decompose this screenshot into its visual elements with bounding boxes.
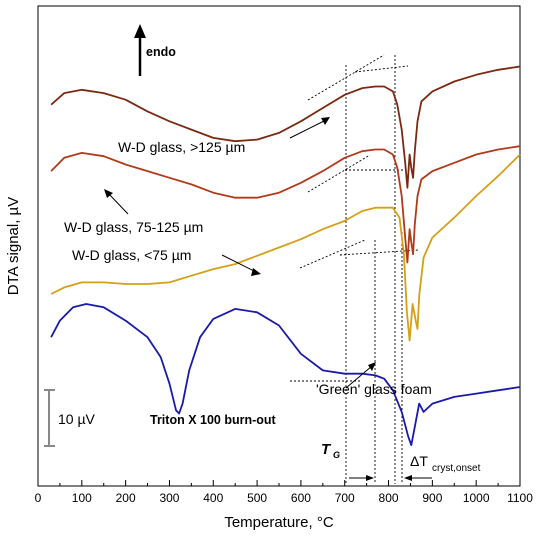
tg-label: T (321, 441, 332, 458)
scale-bar-label: 10 µV (58, 411, 96, 427)
dtcryst-annotation: ΔT cryst,onset (404, 453, 481, 481)
tangent-2a (307, 154, 371, 193)
tangent-3b (339, 249, 419, 256)
label-triton: Triton X 100 burn-out (150, 413, 277, 427)
construction-lines (290, 54, 419, 484)
x-tick-label: 500 (247, 491, 267, 505)
dtcryst-arrow-head (404, 475, 412, 481)
endo-arrow: endo (134, 24, 176, 76)
tg-arrow-head (366, 475, 374, 481)
x-tick-label: 100 (72, 491, 92, 505)
x-tick-label: 1100 (507, 491, 533, 505)
arrow-green-line (345, 365, 373, 389)
label-gt125: W-D glass, >125 µm (118, 139, 245, 155)
series-line-1 (50, 65, 521, 189)
series-group (50, 65, 521, 447)
dtcryst-label: ΔT (410, 453, 428, 469)
dtcryst-sub: cryst,onset (432, 463, 481, 474)
arrow-green-head (368, 362, 376, 371)
tg-sub: G (333, 450, 340, 460)
y-axis-title: DTA signal, µV (5, 197, 22, 295)
x-tick-label: 900 (422, 491, 442, 505)
arrow-gt125-head (321, 117, 330, 125)
tg-annotation: T G (321, 441, 374, 481)
x-ticks: 0 100 200 300 400 500 600 700 800 900 1000 1100 (35, 480, 533, 505)
x-axis-title: Temperature, °C (224, 514, 334, 531)
series-line-3 (50, 153, 521, 342)
label-green-foam: 'Green' glass foam (316, 381, 432, 397)
series-line-2 (50, 145, 521, 264)
x-tick-label: 600 (291, 491, 311, 505)
x-tick-label: 0 (35, 491, 42, 505)
plot-frame (37, 5, 521, 487)
arrow-75-125-head (104, 189, 113, 198)
x-tick-label: 700 (335, 491, 355, 505)
tangent-3a (299, 239, 366, 269)
arrow-lt75-head (251, 268, 261, 276)
x-tick-label: 300 (159, 491, 179, 505)
endo-arrow-head (134, 24, 146, 38)
tangent-1b (354, 65, 409, 73)
x-tick-label: 800 (379, 491, 399, 505)
x-tick-label: 1000 (463, 491, 490, 505)
arrow-lt75-line (221, 254, 257, 273)
label-75-125: W-D glass, 75-125 µm (64, 219, 203, 235)
tangent-1a (307, 54, 385, 101)
scale-bar: 10 µV (44, 389, 96, 447)
x-tick-label: 400 (203, 491, 223, 505)
endo-label: endo (146, 45, 176, 59)
arrow-75-125-line (107, 192, 129, 215)
series-line-4 (50, 303, 521, 447)
label-lt75: W-D glass, <75 µm (72, 247, 191, 263)
x-tick-label: 200 (116, 491, 136, 505)
arrow-gt125-line (289, 119, 327, 139)
